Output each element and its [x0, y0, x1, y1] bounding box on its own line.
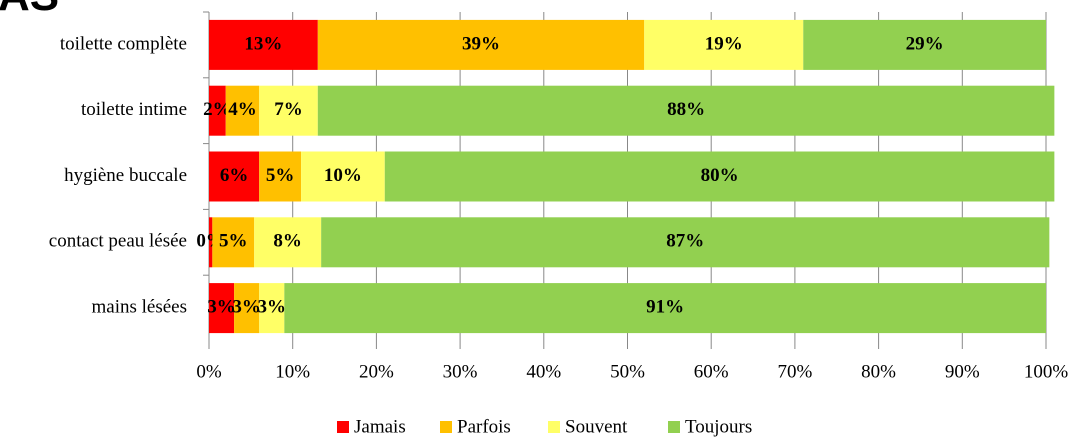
- data-label: 87%: [666, 231, 704, 252]
- bar-segment: [209, 19, 318, 70]
- x-tick-label: 60%: [694, 361, 729, 382]
- data-label: 10%: [324, 165, 362, 186]
- bar-segment: [803, 19, 1046, 70]
- y-tick-label: toilette complète: [60, 33, 187, 54]
- data-label: 80%: [701, 165, 739, 186]
- bar-segment: [644, 19, 804, 70]
- legend-label: Parfois: [457, 416, 511, 437]
- bar-segment: [259, 85, 318, 136]
- y-tick-label: hygiène buccale: [64, 165, 187, 186]
- data-label: 91%: [646, 296, 684, 317]
- bar-segment: [209, 85, 226, 136]
- bar-segment: [384, 151, 1055, 202]
- x-tick-label: 90%: [945, 361, 980, 382]
- data-label: 3%: [207, 296, 236, 317]
- x-tick-label: 80%: [861, 361, 896, 382]
- chart-title: AS: [0, 0, 59, 20]
- bar-segment: [209, 217, 213, 268]
- x-tick-label: 70%: [777, 361, 812, 382]
- data-label: 4%: [228, 99, 257, 120]
- x-tick-label: 50%: [610, 361, 645, 382]
- bar-segment: [259, 151, 302, 202]
- bar-segment: [259, 283, 285, 334]
- bar-segment: [209, 151, 260, 202]
- bar-segment: [317, 85, 1055, 136]
- bar-segment: [284, 283, 1047, 334]
- data-label: 13%: [244, 33, 282, 54]
- data-label: 88%: [667, 99, 705, 120]
- bar-segment: [321, 217, 1050, 268]
- legend-swatch: [548, 421, 560, 433]
- x-tick-label: 20%: [359, 361, 394, 382]
- x-tick-label: 40%: [526, 361, 561, 382]
- legend-label: Souvent: [565, 416, 628, 437]
- x-tick-label: 30%: [443, 361, 478, 382]
- bar-segment: [225, 85, 260, 136]
- data-label: 5%: [219, 231, 248, 252]
- data-label: 39%: [462, 33, 500, 54]
- x-tick-label: 100%: [1024, 361, 1069, 382]
- data-label: 2%: [203, 99, 232, 120]
- data-label: 3%: [258, 296, 287, 317]
- data-label: 8%: [273, 231, 302, 252]
- bar-segment: [234, 283, 260, 334]
- data-label: 19%: [705, 33, 743, 54]
- data-label: 5%: [266, 165, 295, 186]
- bar-segment: [254, 217, 322, 268]
- data-label: 3%: [232, 296, 261, 317]
- bar-segment: [301, 151, 385, 202]
- bar-segment: [317, 19, 645, 70]
- x-tick-label: 0%: [196, 361, 222, 382]
- data-label: 7%: [274, 99, 303, 120]
- legend-swatch: [668, 421, 680, 433]
- y-tick-label: contact peau lésée: [49, 231, 187, 252]
- legend-label: Jamais: [354, 416, 406, 437]
- legend-label: Toujours: [685, 416, 752, 437]
- bar-segment: [212, 217, 255, 268]
- legend-swatch: [440, 421, 452, 433]
- x-tick-label: 10%: [275, 361, 310, 382]
- y-tick-label: toilette intime: [81, 99, 187, 120]
- data-label: 29%: [906, 33, 944, 54]
- legend-swatch: [337, 421, 349, 433]
- y-tick-label: mains lésées: [91, 296, 187, 317]
- bar-segment: [209, 283, 235, 334]
- data-label: 6%: [220, 165, 249, 186]
